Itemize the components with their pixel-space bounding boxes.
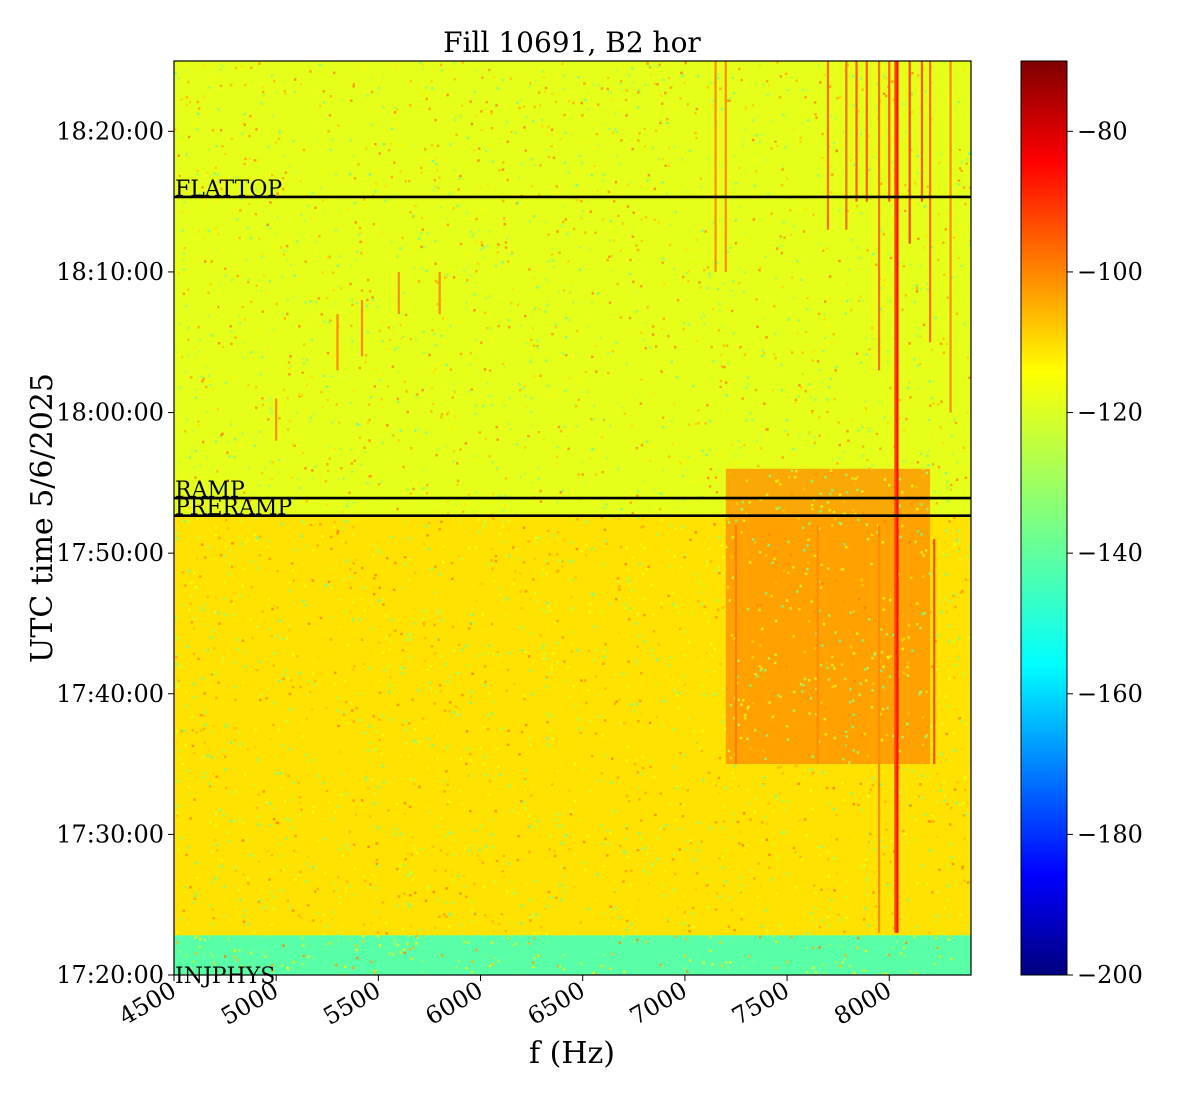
colorbar-tick-label: −120: [1077, 399, 1143, 427]
spectrogram-plot-area: [174, 61, 973, 977]
y-tick-label: 18:00:00: [56, 399, 164, 427]
x-tick-label: 6500: [523, 976, 590, 1031]
y-axis: 17:20:00 17:30:00 17:40:00 17:50:00 18:00:00…: [56, 117, 174, 989]
time-region-0: [174, 935, 971, 975]
y-tick-label: 17:40:00: [56, 680, 164, 708]
colorbar-tick-label: −160: [1077, 680, 1143, 708]
y-axis-label: UTC time 5/6/2025: [25, 373, 60, 663]
phase-marker-label-preramp: PRERAMP: [175, 496, 292, 521]
x-tick-label: 7000: [625, 976, 692, 1031]
colorbar-tick-label: −100: [1077, 258, 1143, 286]
x-tick-label: 8000: [829, 976, 896, 1031]
colorbar-tick-label: −80: [1077, 117, 1128, 145]
colorbar-tick-label: −140: [1077, 539, 1143, 567]
x-tick-label: 6000: [421, 976, 488, 1031]
y-tick-label: 17:50:00: [56, 539, 164, 567]
colorbar-tick-label: −180: [1077, 820, 1143, 848]
y-tick-label: 17:30:00: [56, 820, 164, 848]
x-tick-label: 5500: [318, 976, 385, 1031]
y-tick-label: 17:20:00: [56, 961, 164, 989]
phase-marker-label-flattop: FLATTOP: [175, 177, 282, 202]
colorbar: [1021, 61, 1067, 975]
x-tick-label: 7500: [727, 976, 794, 1031]
colorbar-tick-label: −200: [1077, 961, 1143, 989]
x-axis-label: f (Hz): [529, 1036, 615, 1071]
colorbar-axis: −200 −180 −160 −140 −120 −100 −80: [1067, 117, 1143, 989]
chart-title: Fill 10691, B2 hor: [443, 26, 701, 59]
y-tick-label: 18:20:00: [56, 117, 164, 145]
time-region-2: [174, 61, 971, 516]
y-tick-label: 18:10:00: [56, 258, 164, 286]
